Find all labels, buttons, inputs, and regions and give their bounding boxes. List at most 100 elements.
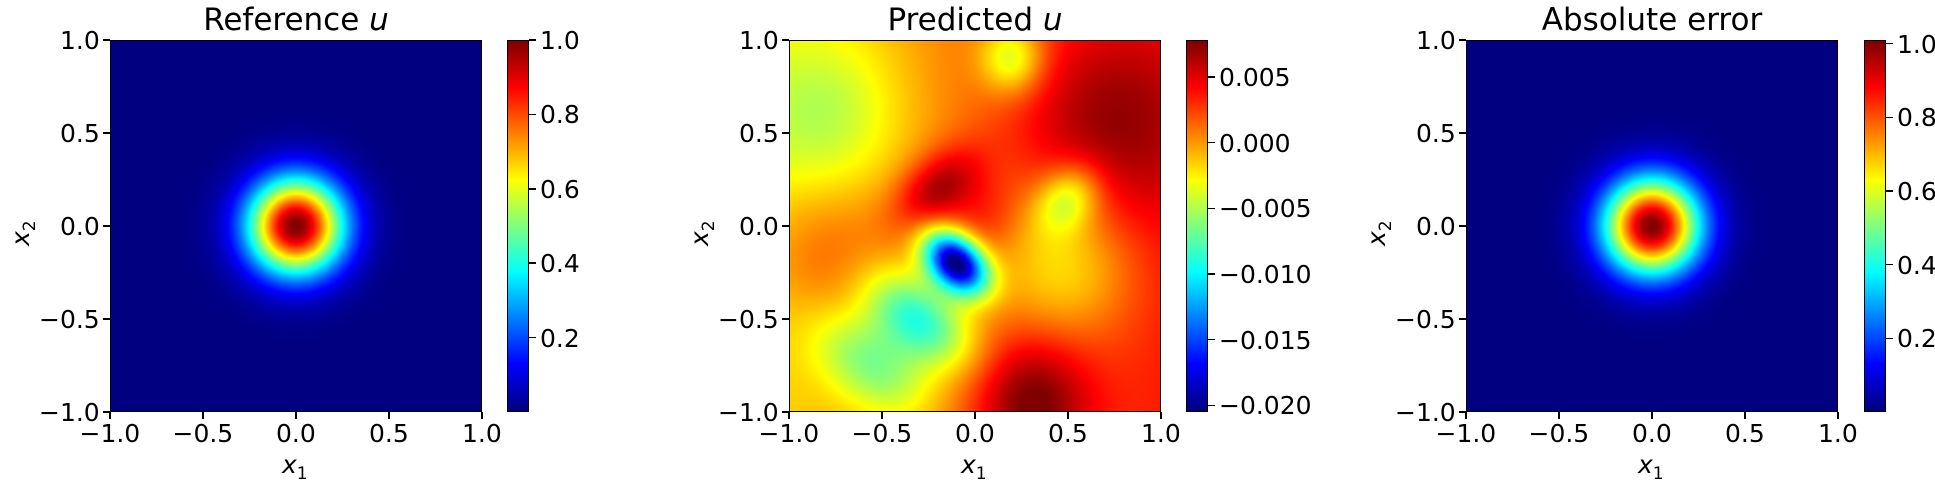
colorbar-tick-label: −0.020 xyxy=(1219,391,1312,421)
y-tick xyxy=(782,39,789,41)
x-axis-label: x1 xyxy=(1638,450,1664,484)
x-tick xyxy=(481,412,483,419)
colorbar-tick-label: 0.6 xyxy=(540,174,580,204)
y-tick xyxy=(103,39,110,41)
x-tick xyxy=(202,412,204,419)
colorbar-tick-label: 0.6 xyxy=(1897,177,1935,206)
plot-frame xyxy=(789,40,1161,412)
y-tick-label: 0.5 xyxy=(739,119,779,148)
colorbar-tick-label: 0.8 xyxy=(1897,103,1935,133)
colorbar-tick xyxy=(1208,404,1215,407)
y-tick xyxy=(782,225,789,227)
colorbar-tick xyxy=(529,39,536,41)
heatmap-reference xyxy=(110,40,482,412)
x-tick xyxy=(788,412,790,419)
colorbar-tick-label: 1.0 xyxy=(540,26,580,55)
colorbar-tick-label: −0.010 xyxy=(1219,259,1312,289)
x-tick-label: 1.0 xyxy=(462,419,502,448)
colorbar-tick xyxy=(529,113,536,116)
y-tick-label: 1.0 xyxy=(739,26,779,55)
x-tick-label: 1.0 xyxy=(1818,419,1858,448)
y-tick-label: 1.0 xyxy=(1416,26,1456,55)
y-tick xyxy=(103,318,110,320)
colorbar-tick xyxy=(1208,141,1215,144)
colorbar-tick xyxy=(1208,338,1215,341)
y-tick xyxy=(103,411,110,413)
x-tick-label: 0.0 xyxy=(276,419,316,448)
colorbar-tick-label: 0.005 xyxy=(1219,62,1291,92)
y-tick-label: 1.0 xyxy=(60,26,100,55)
y-tick xyxy=(782,132,789,134)
colorbar-tick xyxy=(1208,207,1215,209)
x-tick xyxy=(295,412,297,419)
x-tick xyxy=(388,412,390,419)
y-axis-label: x2 xyxy=(1362,220,1396,246)
colorbar-tick xyxy=(1886,116,1893,119)
y-axis-label: x2 xyxy=(6,220,40,246)
colorbar-tick-label: 0.4 xyxy=(540,249,580,279)
colorbar-tick xyxy=(529,262,536,264)
x-tick xyxy=(974,412,976,419)
y-tick-label: −1.0 xyxy=(1395,398,1456,427)
x-tick xyxy=(1465,412,1467,419)
x-tick-label: −0.5 xyxy=(172,419,234,448)
colorbar-tick-label: −0.015 xyxy=(1219,325,1312,355)
plot-frame xyxy=(110,40,482,412)
y-axis-label: x2 xyxy=(685,220,719,246)
y-tick xyxy=(782,411,789,413)
colorbar-tick-label: 0.2 xyxy=(540,323,580,353)
y-tick xyxy=(103,225,110,227)
colorbar-tick xyxy=(529,336,536,339)
colorbar-tick-label: 0.000 xyxy=(1219,128,1291,158)
x-tick-label: −0.5 xyxy=(851,419,913,448)
x-tick xyxy=(1067,412,1069,419)
y-tick xyxy=(782,318,789,320)
y-tick xyxy=(1459,39,1466,41)
colorbar-tick xyxy=(1208,76,1215,78)
x-tick xyxy=(1744,412,1746,419)
colorbar-tick-label: 0.4 xyxy=(1897,250,1935,280)
x-tick-label: 0.5 xyxy=(1048,419,1088,448)
x-axis-label: x1 xyxy=(282,450,308,484)
heatmap-predicted xyxy=(789,40,1161,412)
y-tick-label: −1.0 xyxy=(718,398,779,427)
plot-frame xyxy=(1466,40,1838,412)
y-tick-label: 0.0 xyxy=(60,212,100,241)
colorbar-tick xyxy=(1208,273,1215,275)
chart-title: Absolute error xyxy=(1541,2,1763,38)
chart-title: Predicted u xyxy=(887,2,1063,38)
colorbar-tick xyxy=(529,188,536,190)
y-tick-label: 0.0 xyxy=(1416,212,1456,241)
y-tick-label: −1.0 xyxy=(39,398,100,427)
x-tick xyxy=(1160,412,1162,419)
x-tick-label: 0.5 xyxy=(369,419,409,448)
colorbar-reference xyxy=(507,40,529,412)
y-tick xyxy=(1459,132,1466,134)
colorbar-absolute-error xyxy=(1864,40,1886,412)
colorbar-tick xyxy=(1886,190,1893,192)
y-tick-label: −0.5 xyxy=(718,305,779,334)
colorbar-tick-label: 0.2 xyxy=(1897,324,1935,354)
x-tick xyxy=(1837,412,1839,419)
x-tick-label: 0.5 xyxy=(1725,419,1765,448)
y-tick-label: 0.5 xyxy=(60,119,100,148)
y-tick xyxy=(1459,318,1466,320)
y-tick-label: 0.5 xyxy=(1416,119,1456,148)
y-tick xyxy=(1459,411,1466,413)
y-tick xyxy=(103,132,110,134)
x-tick xyxy=(1558,412,1560,419)
colorbar-tick xyxy=(1886,42,1893,45)
x-tick xyxy=(109,412,111,419)
x-tick xyxy=(881,412,883,419)
colorbar-tick xyxy=(1886,337,1893,340)
colorbar-predicted xyxy=(1186,40,1208,412)
colorbar-tick xyxy=(1886,263,1893,266)
colorbar-tick-label: 1.0 xyxy=(1897,29,1935,59)
x-tick-label: −0.5 xyxy=(1528,419,1590,448)
x-tick-label: −1.0 xyxy=(79,419,141,448)
y-tick-label: 0.0 xyxy=(739,212,779,241)
x-tick-label: 1.0 xyxy=(1141,419,1181,448)
chart-title: Reference u xyxy=(203,2,389,38)
x-axis-label: x1 xyxy=(961,450,987,484)
y-tick-label: −0.5 xyxy=(39,305,100,334)
